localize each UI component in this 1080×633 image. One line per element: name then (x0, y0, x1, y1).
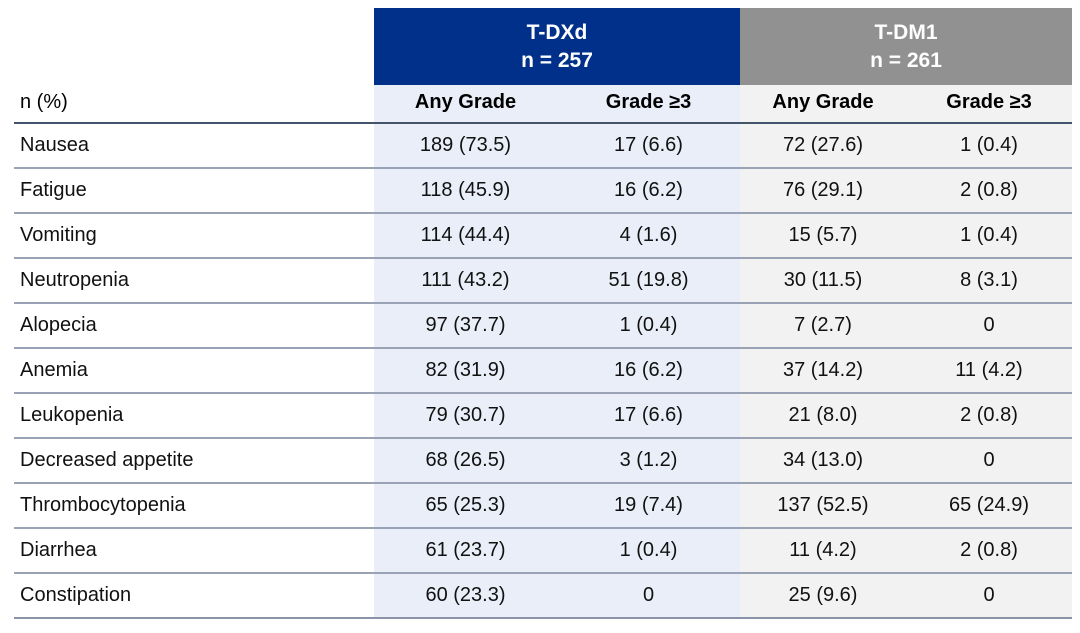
cell-value: 111 (43.2) (374, 257, 557, 303)
table-row: Decreased appetite 68 (26.5) 3 (1.2) 34 … (14, 437, 1072, 483)
group-name-tdxd: T-DXd (526, 21, 588, 45)
table-row: Alopecia 97 (37.7) 1 (0.4) 7 (2.7) 0 (14, 302, 1072, 348)
subheader-tdxd-grade3plus: Grade ≥3 (557, 85, 740, 123)
cell-value: 97 (37.7) (374, 302, 557, 348)
cell-value: 21 (8.0) (740, 392, 906, 438)
cell-value: 1 (0.4) (906, 212, 1072, 258)
row-label: Nausea (14, 122, 374, 168)
cell-value: 118 (45.9) (374, 167, 557, 213)
cell-value: 189 (73.5) (374, 122, 557, 168)
subheader-tdm1-any-grade: Any Grade (740, 85, 906, 123)
cell-value: 2 (0.8) (906, 392, 1072, 438)
group-header-tdxd: T-DXd n = 257 (374, 8, 740, 85)
row-label: Neutropenia (14, 257, 374, 303)
cell-value: 1 (0.4) (557, 527, 740, 573)
group-n-tdm1: n = 261 (870, 48, 942, 72)
row-label: Constipation (14, 572, 374, 619)
subheader-row: Any Grade Grade ≥3 Any Grade Grade ≥3 (14, 85, 1072, 123)
group-name-tdm1: T-DM1 (874, 21, 938, 45)
cell-value: 34 (13.0) (740, 437, 906, 483)
group-header-tdm1: T-DM1 n = 261 (740, 8, 1072, 85)
cell-value: 51 (19.8) (557, 257, 740, 303)
cell-value: 17 (6.6) (557, 392, 740, 438)
row-label: Leukopenia (14, 392, 374, 438)
cell-value: 1 (0.4) (906, 122, 1072, 168)
cell-value: 2 (0.8) (906, 527, 1072, 573)
adverse-events-table: n (%) T-DXd n = 257 T-DM1 n = 261 Any Gr… (14, 8, 1072, 619)
cell-value: 65 (25.3) (374, 482, 557, 528)
cell-value: 60 (23.3) (374, 572, 557, 619)
cell-value: 7 (2.7) (740, 302, 906, 348)
cell-value: 16 (6.2) (557, 347, 740, 393)
cell-value: 3 (1.2) (557, 437, 740, 483)
cell-value: 30 (11.5) (740, 257, 906, 303)
table-row: Neutropenia 111 (43.2) 51 (19.8) 30 (11.… (14, 257, 1072, 303)
table-row: Diarrhea 61 (23.7) 1 (0.4) 11 (4.2) 2 (0… (14, 527, 1072, 573)
row-label: Diarrhea (14, 527, 374, 573)
corner-label-n-pct: n (%) (14, 8, 374, 123)
cell-value: 0 (557, 572, 740, 619)
cell-value: 0 (906, 302, 1072, 348)
cell-value: 1 (0.4) (557, 302, 740, 348)
cell-value: 0 (906, 437, 1072, 483)
cell-value: 61 (23.7) (374, 527, 557, 573)
subheader-tdm1-grade3plus: Grade ≥3 (906, 85, 1072, 123)
table-row: Constipation 60 (23.3) 0 25 (9.6) 0 (14, 572, 1072, 619)
row-label: Vomiting (14, 212, 374, 258)
table-row: Nausea 189 (73.5) 17 (6.6) 72 (27.6) 1 (… (14, 122, 1072, 168)
cell-value: 4 (1.6) (557, 212, 740, 258)
cell-value: 37 (14.2) (740, 347, 906, 393)
table-row: Thrombocytopenia 65 (25.3) 19 (7.4) 137 … (14, 482, 1072, 528)
table-row: Vomiting 114 (44.4) 4 (1.6) 15 (5.7) 1 (… (14, 212, 1072, 258)
cell-value: 15 (5.7) (740, 212, 906, 258)
cell-value: 2 (0.8) (906, 167, 1072, 213)
cell-value: 16 (6.2) (557, 167, 740, 213)
row-label: Thrombocytopenia (14, 482, 374, 528)
cell-value: 72 (27.6) (740, 122, 906, 168)
row-label: Decreased appetite (14, 437, 374, 483)
row-label: Anemia (14, 347, 374, 393)
cell-value: 114 (44.4) (374, 212, 557, 258)
row-label: Fatigue (14, 167, 374, 213)
cell-value: 79 (30.7) (374, 392, 557, 438)
row-label: Alopecia (14, 302, 374, 348)
table-row: Anemia 82 (31.9) 16 (6.2) 37 (14.2) 11 (… (14, 347, 1072, 393)
cell-value: 17 (6.6) (557, 122, 740, 168)
table-row: Fatigue 118 (45.9) 16 (6.2) 76 (29.1) 2 … (14, 167, 1072, 213)
cell-value: 8 (3.1) (906, 257, 1072, 303)
group-n-tdxd: n = 257 (521, 48, 593, 72)
cell-value: 11 (4.2) (740, 527, 906, 573)
group-header-row: n (%) T-DXd n = 257 T-DM1 n = 261 (14, 8, 1072, 123)
cell-value: 137 (52.5) (740, 482, 906, 528)
cell-value: 19 (7.4) (557, 482, 740, 528)
cell-value: 76 (29.1) (740, 167, 906, 213)
cell-value: 11 (4.2) (906, 347, 1072, 393)
cell-value: 68 (26.5) (374, 437, 557, 483)
cell-value: 25 (9.6) (740, 572, 906, 619)
table-row: Leukopenia 79 (30.7) 17 (6.6) 21 (8.0) 2… (14, 392, 1072, 438)
cell-value: 0 (906, 572, 1072, 619)
cell-value: 65 (24.9) (906, 482, 1072, 528)
subheader-tdxd-any-grade: Any Grade (374, 85, 557, 123)
cell-value: 82 (31.9) (374, 347, 557, 393)
